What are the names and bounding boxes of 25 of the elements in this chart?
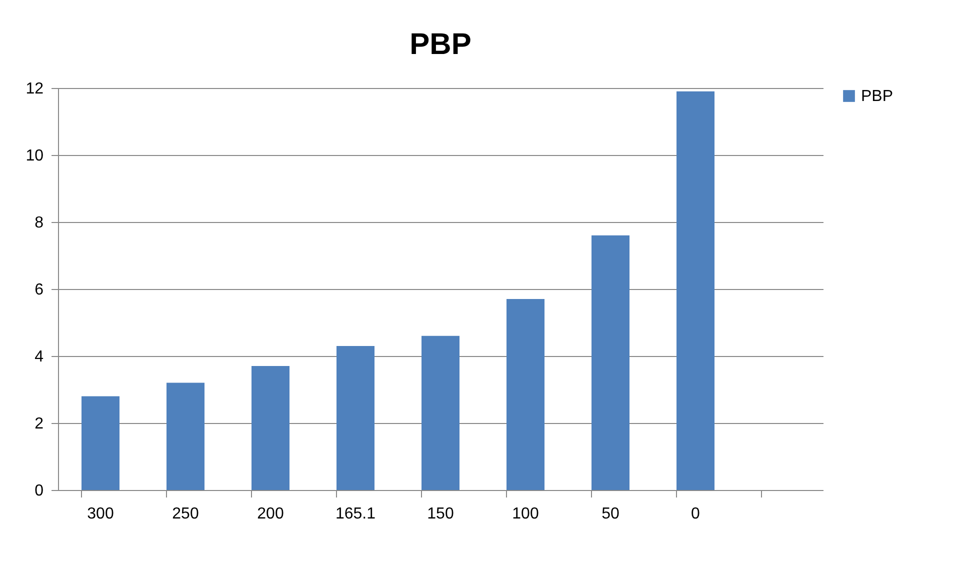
x-tick-label: 150: [427, 506, 454, 522]
bar: [336, 346, 374, 490]
y-tick-label: 6: [34, 282, 44, 298]
y-tick-label: 12: [26, 80, 44, 98]
chart-title: PBP: [410, 28, 472, 61]
y-tick-label: 8: [34, 214, 44, 232]
x-tick-label: 165.1: [335, 506, 376, 522]
bar: [422, 336, 460, 490]
bar: [82, 396, 120, 490]
bar: [252, 366, 290, 490]
bar: [166, 382, 204, 490]
x-tick-label: 300: [87, 506, 114, 522]
y-tick-label: 0: [34, 482, 44, 500]
x-tick-label: 100: [512, 506, 539, 522]
y-tick-label: 2: [34, 416, 44, 432]
x-tick-label: 0: [691, 506, 700, 522]
y-tick-label: 4: [34, 348, 44, 366]
x-tick-label: 200: [257, 506, 284, 522]
bar: [676, 91, 714, 490]
legend-label: PBP: [861, 88, 894, 105]
bar: [506, 299, 544, 490]
y-tick-label: 10: [26, 148, 44, 164]
x-tick-label: 250: [172, 506, 199, 522]
bar: [592, 235, 630, 490]
x-tick-label: 50: [602, 506, 620, 522]
